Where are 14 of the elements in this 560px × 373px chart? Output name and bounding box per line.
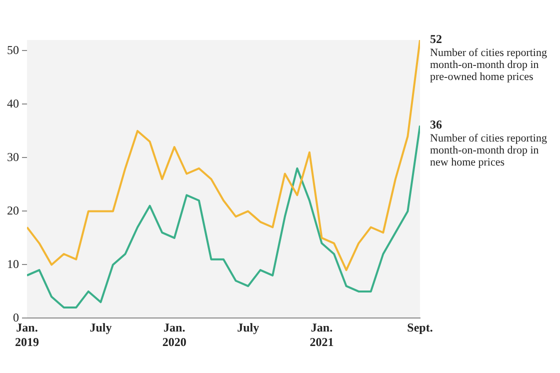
x-tick-label: Jan. 2020 xyxy=(162,320,186,349)
x-tick-label: Sept. xyxy=(407,320,433,334)
series-label: Number of cities reporting month-on-month drop in pre-owned home prices xyxy=(430,46,548,83)
y-tick-label: 40 xyxy=(7,96,19,110)
x-tick-label: Jan. 2021 xyxy=(310,320,334,349)
y-tick-label: 50 xyxy=(7,42,19,57)
y-tick-label: 20 xyxy=(7,203,19,218)
x-tick-label: July xyxy=(90,320,112,334)
data-label: 52 xyxy=(430,32,442,46)
series-label: Number of cities reporting month-on-month drop in new home prices xyxy=(430,132,548,168)
x-tick-label: July xyxy=(237,320,260,334)
y-tick-label: 30 xyxy=(7,150,19,164)
data-label: 36 xyxy=(430,118,442,132)
y-tick-label: 10 xyxy=(7,256,19,271)
